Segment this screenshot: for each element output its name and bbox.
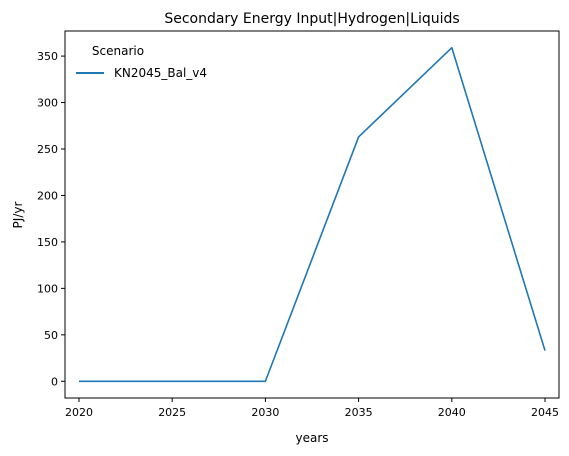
y-tick-label: 200 bbox=[37, 189, 58, 202]
y-axis-label: PJ/yr bbox=[11, 202, 25, 229]
y-tick-label: 0 bbox=[51, 375, 58, 388]
y-tick-label: 300 bbox=[37, 97, 58, 110]
y-tick-label: 250 bbox=[37, 143, 58, 156]
legend-title: Scenario bbox=[92, 44, 144, 58]
legend-entry-label: KN2045_Bal_v4 bbox=[114, 66, 207, 80]
chart-title: Secondary Energy Input|Hydrogen|Liquids bbox=[164, 11, 459, 27]
series-line-0 bbox=[78, 46, 546, 383]
y-tick-label: 350 bbox=[37, 50, 58, 63]
x-tick-label: 2025 bbox=[158, 406, 186, 419]
y-tick-label: 100 bbox=[37, 282, 58, 295]
legend: Scenario KN2045_Bal_v4 bbox=[76, 44, 207, 80]
x-tick-label: 2035 bbox=[345, 406, 373, 419]
x-tick-label: 2040 bbox=[438, 406, 466, 419]
y-tick-label: 150 bbox=[37, 236, 58, 249]
x-tick-label: 2045 bbox=[531, 406, 559, 419]
plot-area bbox=[64, 30, 560, 399]
series-layer bbox=[78, 46, 546, 383]
x-axis-label: years bbox=[295, 431, 328, 445]
x-tick-label: 2030 bbox=[251, 406, 279, 419]
x-axis: 2020 2025 2030 2035 2040 2045 bbox=[65, 398, 559, 419]
x-tick-label: 2020 bbox=[65, 406, 93, 419]
y-tick-label: 50 bbox=[44, 329, 58, 342]
y-axis: 0 50 100 150 200 250 300 350 bbox=[37, 50, 65, 388]
